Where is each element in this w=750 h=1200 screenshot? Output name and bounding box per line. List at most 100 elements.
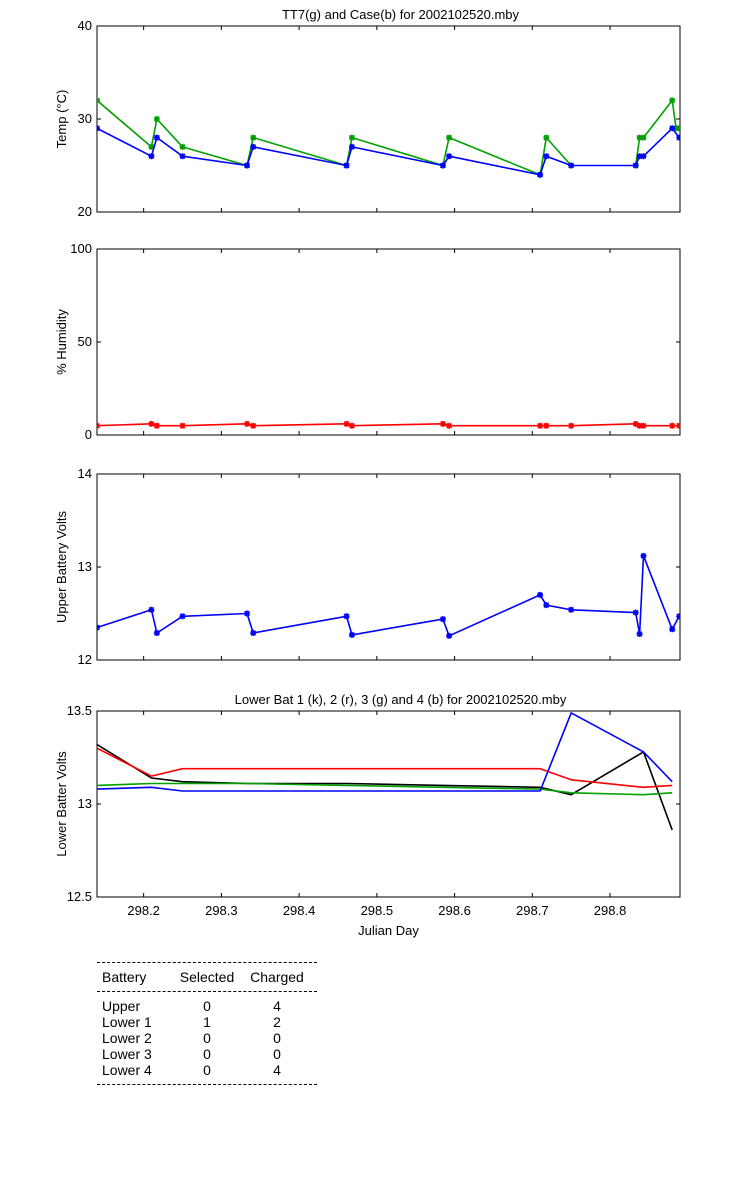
- series-line: [97, 747, 673, 789]
- series-group: [97, 552, 680, 639]
- data-point: [636, 422, 643, 429]
- data-point: [439, 420, 446, 427]
- table-top-rule: [97, 962, 317, 963]
- data-point: [97, 125, 100, 132]
- x-tick-label: 298.2: [127, 903, 160, 918]
- data-point: [153, 134, 160, 141]
- chart-title: Lower Bat 1 (k), 2 (r), 3 (g) and 4 (b) …: [235, 692, 567, 707]
- y-tick-label: 100: [70, 241, 92, 256]
- y-tick-label: 30: [78, 111, 92, 126]
- y-axis-label: Lower Batter Volts: [54, 751, 69, 857]
- y-tick-label: 14: [78, 466, 92, 481]
- table-row: Lower 3 0 0: [97, 1046, 317, 1062]
- data-point: [537, 591, 544, 598]
- table-row: Lower 1 1 2: [97, 1014, 317, 1030]
- x-axis-label: Julian Day: [358, 923, 419, 938]
- figure: 20 30 40 TT7(g) and Case(b) for 2002102520.…: [54, 7, 681, 938]
- data-point: [537, 171, 544, 178]
- data-point: [250, 143, 257, 150]
- y-tick-label: 0: [85, 427, 92, 442]
- data-point: [250, 422, 257, 429]
- y-tick-label: 13: [78, 796, 92, 811]
- y-axis-label: Temp (°C): [54, 90, 69, 149]
- y-axis-label: % Humidity: [54, 309, 69, 375]
- cell-selected: 1: [203, 1014, 211, 1030]
- cell-selected: 0: [203, 1046, 211, 1062]
- data-point: [636, 134, 643, 141]
- data-point: [632, 420, 639, 427]
- data-point: [636, 153, 643, 160]
- battery-table: Battery Selected Charged Upper 0 4 Lower…: [97, 962, 317, 1085]
- data-point: [148, 420, 155, 427]
- table-bottom-rule: [97, 1084, 317, 1085]
- data-point: [543, 153, 550, 160]
- series-line: [97, 127, 680, 176]
- data-point: [446, 153, 453, 160]
- data-point: [632, 609, 639, 616]
- cell-charged: 0: [273, 1046, 281, 1062]
- y-tick-label: 13: [78, 559, 92, 574]
- data-point: [179, 613, 186, 620]
- data-point: [673, 125, 680, 132]
- data-point: [97, 422, 100, 429]
- cell-battery: Lower 3: [102, 1046, 152, 1062]
- data-point: [244, 420, 251, 427]
- cell-selected: 0: [203, 998, 211, 1014]
- data-point: [669, 422, 676, 429]
- cell-charged: 0: [273, 1030, 281, 1046]
- series-line: [97, 555, 680, 637]
- series-line: [97, 782, 673, 796]
- data-point: [148, 153, 155, 160]
- series-group: [97, 743, 673, 831]
- data-point: [543, 422, 550, 429]
- cell-charged: 4: [273, 998, 281, 1014]
- data-point: [446, 134, 453, 141]
- plot-frame: [96, 710, 681, 898]
- cell-charged: 4: [273, 1062, 281, 1078]
- data-point: [640, 134, 647, 141]
- table-row: Lower 4 0 4: [97, 1062, 317, 1078]
- y-tick-label: 20: [78, 204, 92, 219]
- cell-battery: Lower 4: [102, 1062, 152, 1078]
- data-point: [97, 97, 100, 104]
- data-point: [250, 630, 257, 637]
- data-point: [348, 143, 355, 150]
- series-line: [97, 712, 673, 792]
- data-point: [153, 116, 160, 122]
- data-point: [676, 422, 680, 429]
- cell-battery: Lower 1: [102, 1014, 152, 1030]
- table-header-rule: [97, 991, 317, 992]
- data-point: [439, 162, 446, 169]
- data-point: [676, 125, 680, 132]
- data-point: [153, 422, 160, 429]
- x-tick-label: 298.6: [438, 903, 471, 918]
- data-point: [244, 162, 251, 169]
- data-point: [343, 162, 350, 169]
- series-group: [97, 125, 680, 178]
- data-point: [446, 422, 453, 429]
- data-point: [179, 153, 186, 160]
- data-point: [179, 422, 186, 429]
- y-tick-label: 13.5: [67, 703, 92, 718]
- y-tick-label: 50: [78, 334, 92, 349]
- data-point: [348, 422, 355, 429]
- table-header-row: Battery Selected Charged: [97, 963, 317, 991]
- data-point: [676, 613, 680, 620]
- data-point: [543, 134, 550, 141]
- data-point: [568, 162, 575, 169]
- cell-battery: Lower 2: [102, 1030, 152, 1046]
- data-point: [543, 602, 550, 609]
- series-group: [97, 712, 673, 792]
- y-axis-label: Upper Battery Volts: [54, 511, 69, 623]
- cell-selected: 0: [203, 1062, 211, 1078]
- data-point: [348, 631, 355, 638]
- table-row: Lower 2 0 0: [97, 1030, 317, 1046]
- x-tick-label: 298.3: [205, 903, 238, 918]
- data-point: [148, 143, 155, 150]
- data-point: [179, 143, 186, 150]
- series-group: [97, 747, 673, 789]
- table-row: Upper 0 4: [97, 998, 317, 1014]
- data-point: [250, 134, 257, 141]
- x-tick-label: 298.7: [516, 903, 549, 918]
- data-point: [676, 134, 680, 141]
